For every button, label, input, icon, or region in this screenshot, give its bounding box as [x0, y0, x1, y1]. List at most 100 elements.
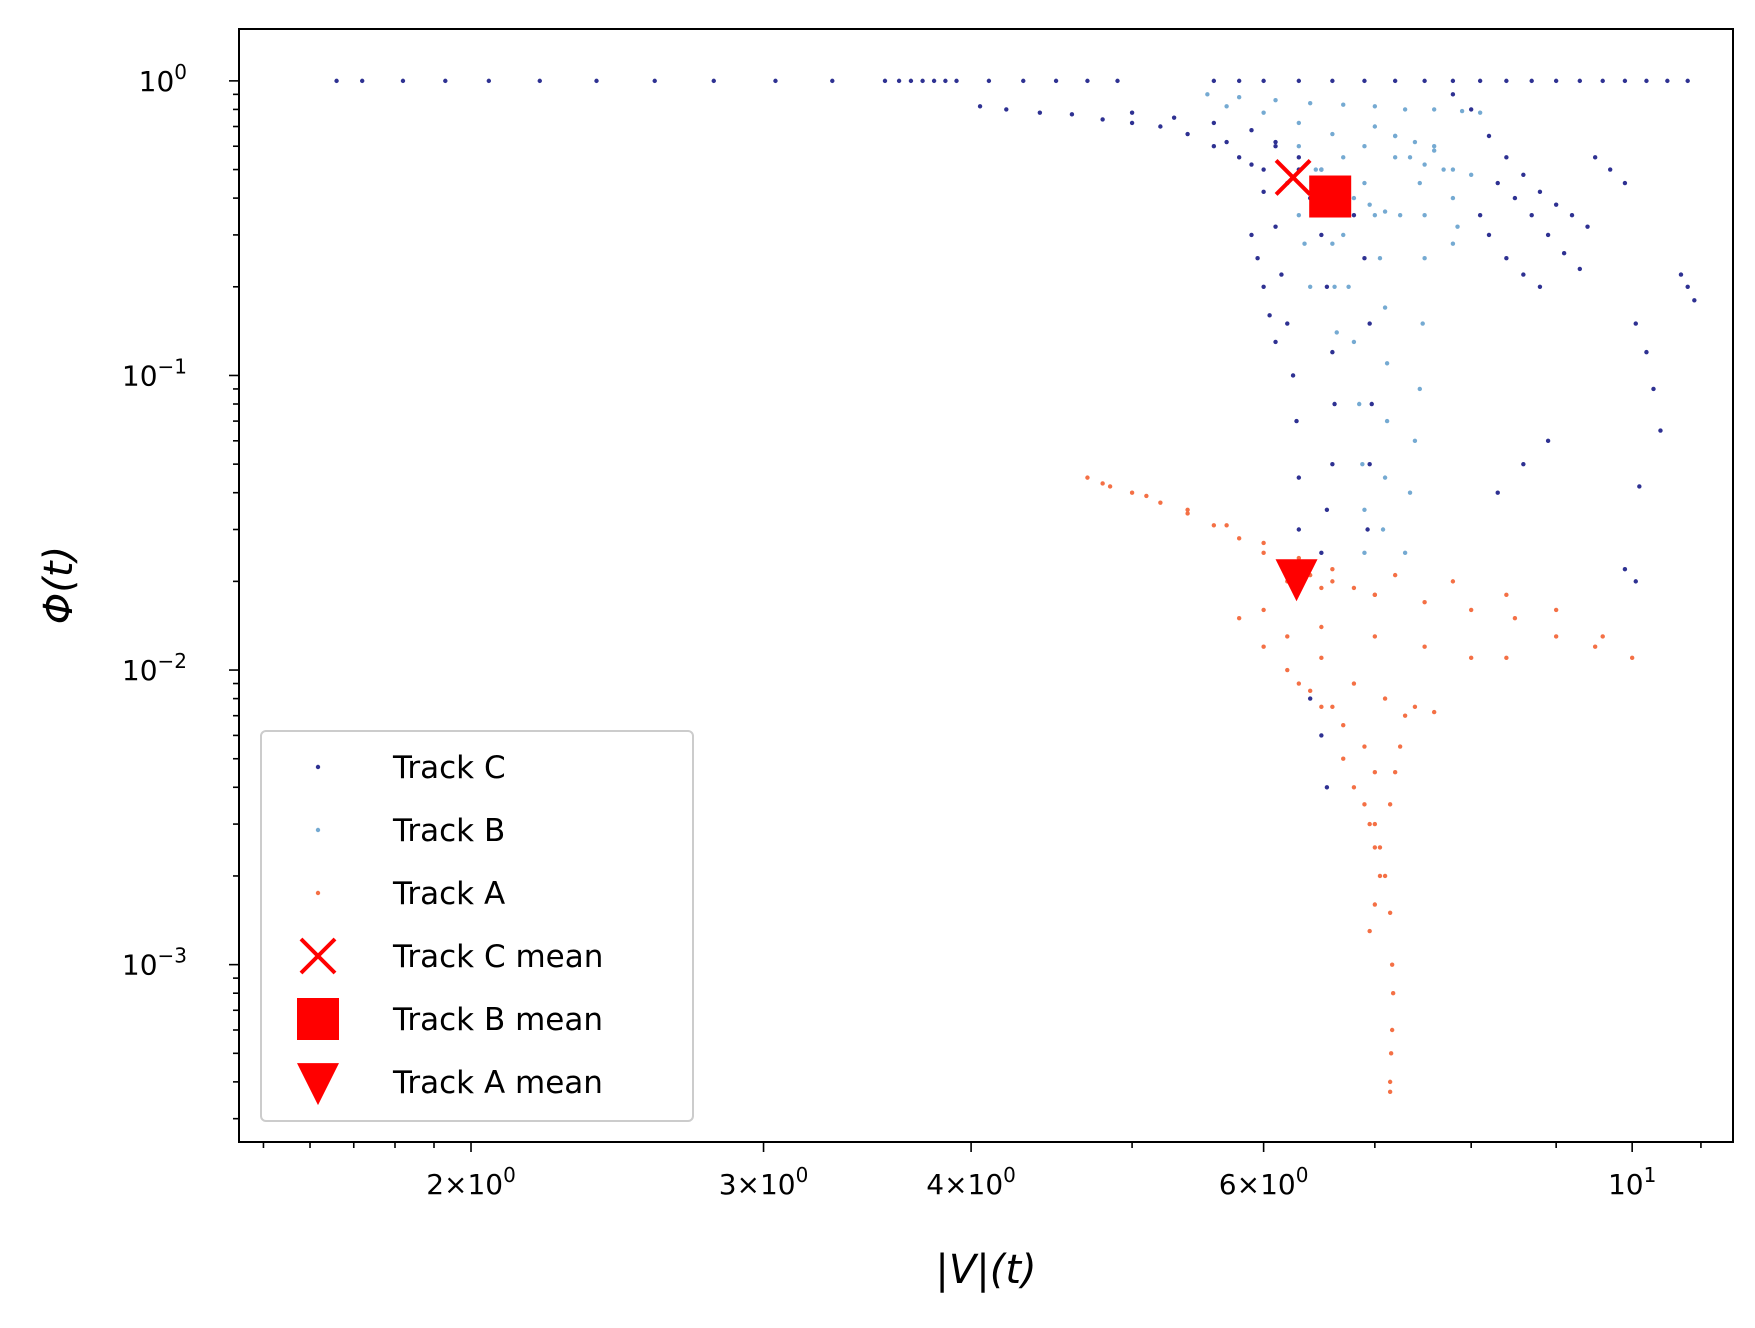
data-point	[1422, 256, 1427, 261]
data-point	[1273, 139, 1278, 145]
data-point	[537, 78, 542, 84]
y-axis-label: Φ(t)	[36, 546, 82, 624]
data-point	[1504, 155, 1509, 160]
legend-marker	[297, 1063, 339, 1106]
legend-label: Track A	[392, 876, 505, 912]
legend-marker	[315, 890, 321, 896]
data-point	[1307, 696, 1313, 701]
data-point	[1678, 272, 1684, 277]
data-point	[1561, 251, 1567, 256]
series-track-b-mean	[1309, 175, 1352, 218]
data-point	[1450, 579, 1456, 584]
data-point	[1261, 540, 1266, 546]
data-point	[1477, 212, 1483, 218]
legend-label: Track C mean	[392, 939, 603, 975]
data-point	[1296, 527, 1302, 532]
data-point	[1367, 461, 1372, 467]
data-point	[1069, 112, 1075, 117]
data-point	[1249, 232, 1254, 238]
data-point	[1450, 241, 1456, 246]
y-tick-label: 10−2	[122, 649, 187, 687]
x-axis: 2×100 3×100 4×100 6×100 101	[262, 1142, 1702, 1201]
data-point	[1512, 195, 1518, 201]
x-tick-label: 3×100	[719, 1163, 809, 1201]
data-point	[1377, 873, 1383, 879]
data-point	[1392, 78, 1398, 84]
data-point	[1468, 107, 1474, 112]
data-point	[1185, 511, 1190, 516]
data-point	[1324, 284, 1330, 289]
data-point	[1296, 144, 1302, 149]
data-point	[1351, 195, 1357, 201]
data-point	[1205, 92, 1210, 97]
data-point	[830, 78, 835, 84]
data-point	[1365, 527, 1370, 532]
data-point	[1422, 644, 1427, 649]
data-point	[1267, 313, 1272, 318]
data-point	[1085, 78, 1090, 84]
data-point	[1637, 484, 1642, 489]
data-point	[1521, 172, 1526, 177]
data-point	[1351, 212, 1357, 218]
data-point	[1360, 461, 1365, 467]
data-point	[1085, 475, 1090, 480]
data-point	[1129, 110, 1135, 115]
data-point	[1521, 272, 1526, 277]
data-point	[920, 78, 925, 84]
data-point	[1351, 785, 1357, 790]
data-point	[1372, 634, 1378, 639]
data-point	[1367, 202, 1372, 207]
y-tick-label: 10−3	[122, 944, 187, 982]
data-point	[1450, 195, 1456, 201]
data-point	[1296, 120, 1302, 126]
data-point	[1236, 95, 1242, 100]
data-point	[1545, 438, 1551, 444]
data-point	[1362, 802, 1367, 807]
data-point	[1302, 241, 1307, 246]
data-point	[1341, 155, 1346, 160]
data-point	[1422, 78, 1427, 84]
data-point	[1685, 284, 1690, 289]
data-point	[1592, 644, 1598, 649]
plot-area	[334, 78, 1697, 1095]
data-point	[1004, 107, 1009, 112]
data-point	[1158, 124, 1163, 129]
data-point	[1273, 144, 1278, 149]
mean-marker	[1275, 559, 1318, 602]
data-point	[1129, 490, 1135, 495]
data-point	[1486, 133, 1492, 139]
data-point	[943, 78, 948, 84]
data-point	[1477, 78, 1483, 84]
data-point	[1319, 167, 1324, 172]
data-point	[334, 78, 339, 84]
data-point	[1468, 655, 1474, 661]
data-point	[1537, 189, 1543, 195]
data-point	[1362, 144, 1367, 149]
data-point	[1236, 615, 1242, 621]
data-point	[1185, 507, 1190, 512]
data-point	[1330, 579, 1335, 584]
data-point	[1377, 845, 1383, 850]
data-point	[1397, 212, 1403, 218]
data-point	[443, 78, 448, 84]
data-point	[1211, 120, 1217, 126]
data-point	[1553, 78, 1559, 84]
data-point	[711, 78, 716, 84]
data-point	[1387, 1079, 1393, 1085]
legend-marker	[299, 937, 337, 975]
data-point	[1504, 655, 1509, 661]
data-point	[1273, 339, 1278, 345]
data-point	[1372, 212, 1378, 218]
data-point	[908, 78, 914, 84]
data-point	[1521, 461, 1526, 467]
data-point	[1477, 110, 1483, 115]
data-point	[1553, 634, 1559, 639]
data-point	[1362, 256, 1367, 261]
data-point	[1402, 550, 1408, 556]
data-point	[882, 78, 888, 84]
data-point	[1504, 592, 1509, 598]
data-point	[931, 78, 937, 84]
data-point	[1387, 802, 1393, 807]
data-point	[1261, 644, 1266, 649]
